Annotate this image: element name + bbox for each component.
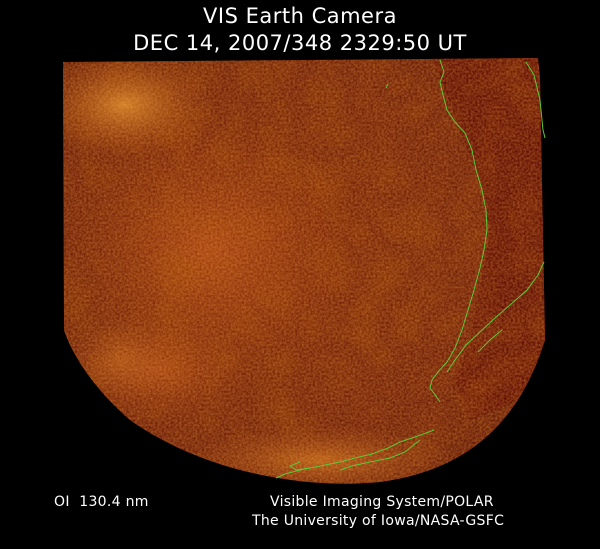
image-timestamp: DEC 14, 2007/348 2329:50 UT xyxy=(133,31,467,55)
coastline-overlay xyxy=(275,59,546,479)
wavelength-label: OI 130.4 nm xyxy=(54,494,149,510)
instrument-label: Visible Imaging System/POLAR xyxy=(270,494,494,510)
image-title: VIS Earth Camera xyxy=(203,4,397,28)
institution-label: The University of Iowa/NASA-GSFC xyxy=(252,513,505,529)
aurora-disk xyxy=(63,58,545,484)
